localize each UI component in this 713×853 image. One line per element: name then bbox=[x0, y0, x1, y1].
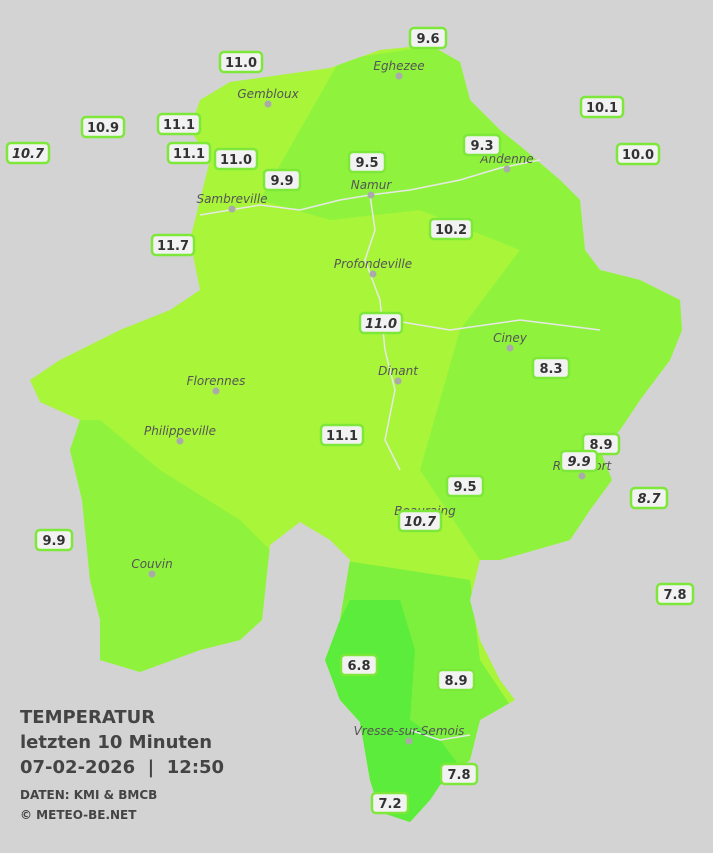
legend-title: TEMPERATUR bbox=[20, 707, 155, 728]
town-dot bbox=[503, 165, 511, 173]
town-dot bbox=[394, 377, 402, 385]
legend-timestamp: 07-02-2026 | 12:50 bbox=[20, 757, 224, 778]
station-box bbox=[5, 141, 51, 165]
station-box bbox=[319, 423, 365, 447]
station-box bbox=[262, 168, 302, 192]
station-box bbox=[559, 449, 599, 473]
station-box bbox=[347, 150, 387, 174]
town-dot bbox=[395, 72, 403, 80]
town-label: Profondeville bbox=[334, 257, 412, 271]
station-value: 11.0 bbox=[225, 56, 257, 71]
town-dot bbox=[176, 437, 184, 445]
station-value: 8.3 bbox=[539, 362, 562, 377]
town-dot bbox=[506, 344, 514, 352]
station-value: 9.9 bbox=[42, 534, 65, 549]
station-box bbox=[218, 50, 264, 74]
station-box bbox=[150, 233, 196, 257]
station-box bbox=[80, 115, 126, 139]
station-value: 9.6 bbox=[416, 32, 439, 47]
station-box bbox=[339, 653, 379, 677]
station-value: 8.9 bbox=[589, 438, 612, 453]
station-box bbox=[629, 486, 669, 510]
station-value: 11.1 bbox=[173, 147, 205, 162]
station-box bbox=[213, 147, 259, 171]
town-label: Namur bbox=[351, 178, 393, 192]
town-dot bbox=[405, 737, 413, 745]
station-value: 9.3 bbox=[470, 139, 493, 154]
town-dot bbox=[369, 270, 377, 278]
town-label: Eghezee bbox=[373, 59, 424, 73]
station-value: 10.1 bbox=[586, 101, 618, 116]
station-box bbox=[166, 141, 212, 165]
station-box bbox=[370, 791, 410, 815]
station-value: 10.9 bbox=[87, 121, 119, 136]
station-value: 7.2 bbox=[378, 797, 401, 812]
station-value: 10.2 bbox=[435, 223, 467, 238]
station-value: 9.5 bbox=[453, 480, 476, 495]
town-label: Sambreville bbox=[196, 192, 267, 206]
town-dot bbox=[367, 191, 375, 199]
station-box bbox=[581, 432, 621, 456]
town-label: Dinant bbox=[378, 364, 419, 378]
town-dot bbox=[148, 570, 156, 578]
station-value: 10.7 bbox=[12, 147, 45, 162]
station-box bbox=[439, 762, 479, 786]
legend-copyright: © METEO-BE.NET bbox=[20, 808, 137, 822]
station-value: 11.1 bbox=[163, 118, 195, 133]
station-value: 11.1 bbox=[326, 429, 358, 444]
station-box bbox=[445, 474, 485, 498]
station-box bbox=[531, 356, 571, 380]
station-value: 10.0 bbox=[622, 148, 654, 163]
station-value: 9.9 bbox=[270, 174, 293, 189]
town-dot bbox=[578, 472, 586, 480]
town-label: Vresse-sur-Semois bbox=[354, 724, 465, 738]
station-value: 9.5 bbox=[355, 156, 378, 171]
station-box bbox=[397, 509, 443, 533]
station-value: 8.9 bbox=[444, 674, 467, 689]
station-value: 11.7 bbox=[157, 239, 189, 254]
station-value: 9.9 bbox=[567, 455, 590, 470]
town-dot bbox=[228, 205, 236, 213]
station-value: 10.7 bbox=[404, 515, 437, 530]
town-dot bbox=[212, 387, 220, 395]
town-label: Florennes bbox=[187, 374, 246, 388]
legend-subtitle: letzten 10 Minuten bbox=[20, 732, 212, 753]
station-box bbox=[408, 26, 448, 50]
station-value: 8.7 bbox=[637, 492, 661, 507]
station-box bbox=[34, 528, 74, 552]
station-box bbox=[358, 311, 404, 335]
legend-source: DATEN: KMI & BMCB bbox=[20, 788, 157, 802]
station-box bbox=[615, 142, 661, 166]
station-value: 11.0 bbox=[365, 317, 397, 332]
station-value: 7.8 bbox=[663, 588, 686, 603]
station-box bbox=[436, 668, 476, 692]
station-box bbox=[428, 217, 474, 241]
station-value: 11.0 bbox=[220, 153, 252, 168]
town-dot bbox=[264, 100, 272, 108]
town-label: Philippeville bbox=[144, 424, 216, 438]
station-box bbox=[579, 95, 625, 119]
town-label: Couvin bbox=[131, 557, 172, 571]
station-box bbox=[462, 133, 502, 157]
town-label: Ciney bbox=[493, 331, 528, 345]
station-box bbox=[655, 582, 695, 606]
station-value: 7.8 bbox=[447, 768, 470, 783]
town-label: Gembloux bbox=[237, 87, 299, 101]
station-box bbox=[156, 112, 202, 136]
station-value: 6.8 bbox=[347, 659, 370, 674]
